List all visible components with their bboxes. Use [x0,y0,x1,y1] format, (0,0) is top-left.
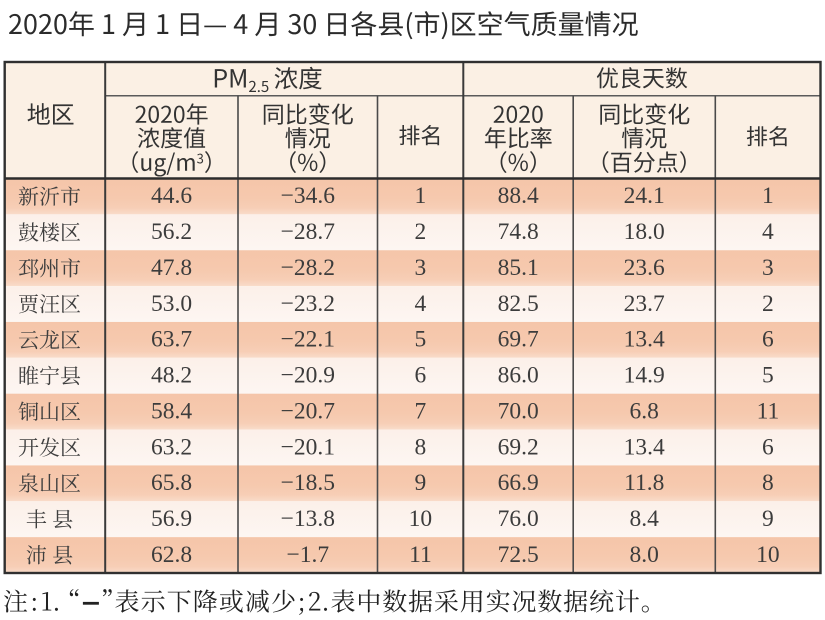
svg-text:8: 8 [762,470,774,496]
svg-text:70.0: 70.0 [498,398,539,424]
svg-text:66.9: 66.9 [498,470,539,496]
svg-text:48.2: 48.2 [151,363,192,389]
svg-text:18.0: 18.0 [624,219,665,245]
svg-text:11.8: 11.8 [624,470,664,496]
svg-text:53.0: 53.0 [151,291,192,317]
svg-text:3: 3 [762,255,774,281]
svg-text:4: 4 [415,291,427,317]
svg-text:8: 8 [415,434,427,460]
svg-text:−28.2: −28.2 [281,255,335,281]
svg-text:−34.6: −34.6 [281,183,336,209]
svg-text:−20.9: −20.9 [281,363,335,389]
svg-text:6.8: 6.8 [630,398,659,424]
svg-text:1: 1 [415,183,427,209]
svg-text:2: 2 [762,291,774,317]
svg-text:82.5: 82.5 [498,291,539,317]
svg-text:2: 2 [415,219,427,245]
svg-text:6: 6 [762,327,774,353]
svg-text:24.1: 24.1 [624,183,665,209]
svg-text:10: 10 [409,506,433,532]
svg-text:62.8: 62.8 [151,542,192,568]
svg-text:56.9: 56.9 [151,506,192,532]
svg-text:65.8: 65.8 [151,470,192,496]
svg-text:7: 7 [415,398,427,424]
svg-text:3: 3 [415,255,427,281]
svg-text:−28.7: −28.7 [281,219,336,245]
svg-text:8.4: 8.4 [630,506,660,532]
svg-text:−18.5: −18.5 [281,470,335,496]
svg-text:−20.1: −20.1 [281,434,335,460]
svg-text:6: 6 [762,434,774,460]
svg-text:63.2: 63.2 [151,434,192,460]
svg-text:5: 5 [415,327,427,353]
svg-text:13.4: 13.4 [624,434,665,460]
svg-text:88.4: 88.4 [498,183,539,209]
svg-text:9: 9 [415,470,427,496]
svg-text:−20.7: −20.7 [281,398,336,424]
svg-text:76.0: 76.0 [498,506,539,532]
svg-text:11: 11 [409,542,432,568]
svg-text:5: 5 [762,363,774,389]
svg-text:47.8: 47.8 [151,255,192,281]
svg-text:85.1: 85.1 [498,255,539,281]
svg-text:72.5: 72.5 [498,542,539,568]
svg-text:6: 6 [415,363,427,389]
svg-text:−13.8: −13.8 [281,506,335,532]
svg-text:69.2: 69.2 [498,434,539,460]
svg-text:10: 10 [756,542,780,568]
svg-text:23.6: 23.6 [624,255,665,281]
svg-text:74.8: 74.8 [498,219,539,245]
svg-text:56.2: 56.2 [151,219,192,245]
svg-text:9: 9 [762,506,774,532]
svg-text:58.4: 58.4 [151,398,192,424]
svg-text:23.7: 23.7 [624,291,665,317]
svg-text:14.9: 14.9 [624,363,665,389]
svg-text:8.0: 8.0 [630,542,659,568]
svg-text:4: 4 [762,219,774,245]
svg-text:−22.1: −22.1 [281,327,335,353]
svg-text:44.6: 44.6 [151,183,192,209]
svg-text:−23.2: −23.2 [281,291,335,317]
svg-text:−1.7: −1.7 [286,542,329,568]
svg-text:13.4: 13.4 [624,327,665,353]
svg-text:86.0: 86.0 [498,363,539,389]
svg-text:69.7: 69.7 [498,327,539,353]
svg-text:63.7: 63.7 [151,327,192,353]
svg-text:11: 11 [757,398,780,424]
svg-text:1: 1 [762,183,774,209]
